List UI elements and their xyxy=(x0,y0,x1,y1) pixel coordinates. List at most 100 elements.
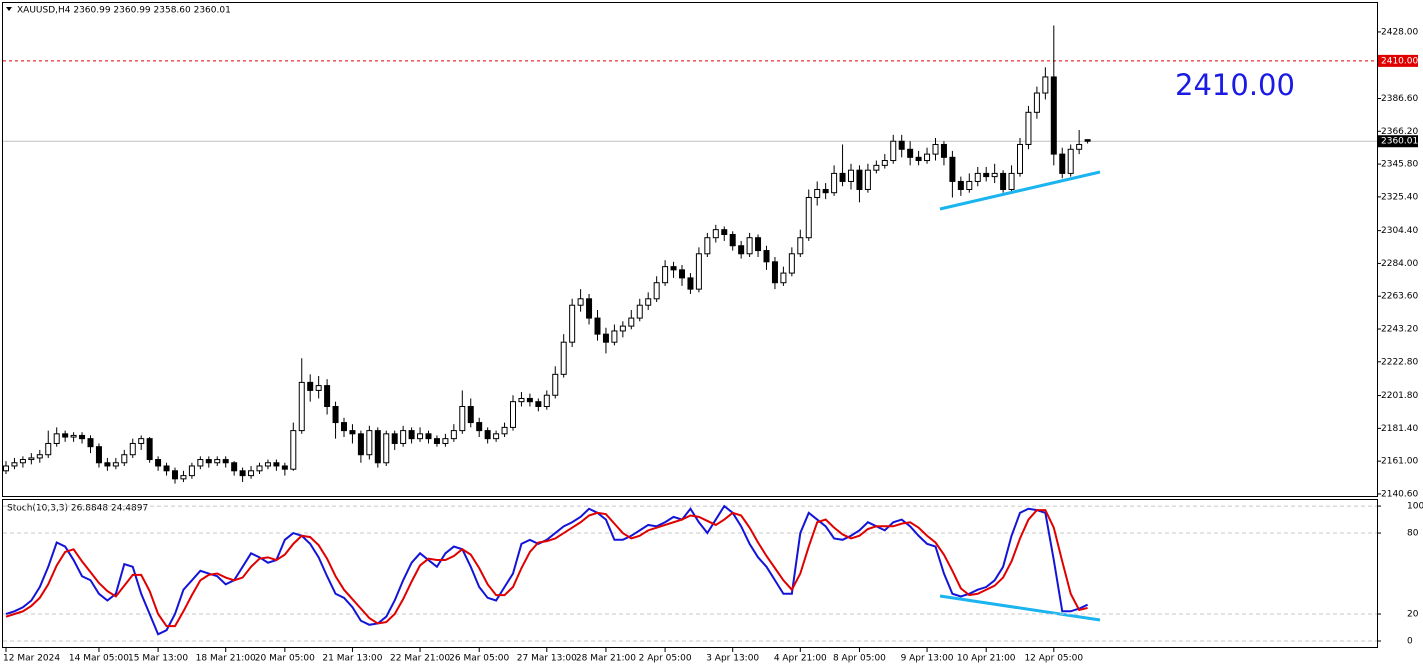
candle-body xyxy=(543,394,550,407)
candle-body xyxy=(332,405,339,424)
trend-line xyxy=(939,170,1101,211)
y-tick-label: 2304.40 xyxy=(1381,226,1418,236)
x-tick-label: 15 Mar 13:00 xyxy=(128,654,188,664)
candle-body xyxy=(628,317,635,327)
stoch-line xyxy=(5,504,1089,636)
candle-body xyxy=(459,405,466,432)
candle-body xyxy=(966,180,973,190)
candle-body xyxy=(256,465,263,472)
candle-body xyxy=(188,465,195,477)
y-tick-label: 2263.60 xyxy=(1381,292,1418,302)
candle-body xyxy=(780,272,787,284)
candle-body xyxy=(79,434,86,440)
candle-body xyxy=(433,438,440,444)
candle-body xyxy=(180,475,187,480)
candle-body xyxy=(839,172,846,182)
x-tick-label: 20 Mar 05:00 xyxy=(255,654,315,664)
candle-body xyxy=(924,153,931,162)
candle-body xyxy=(805,197,812,239)
candle-body xyxy=(273,462,280,467)
candle-body xyxy=(155,459,162,467)
y-tick-label: 2243.20 xyxy=(1381,325,1418,335)
candle-body xyxy=(129,442,136,456)
candle-body xyxy=(619,325,626,332)
candle-body xyxy=(1050,76,1057,155)
candle-body xyxy=(957,180,964,190)
candle-body xyxy=(755,237,762,252)
candle-body xyxy=(315,385,322,391)
candle-body xyxy=(104,462,111,467)
candle-body xyxy=(940,143,947,158)
candle-body xyxy=(222,459,229,464)
candle-body xyxy=(653,282,660,300)
y-tick-label: 80 xyxy=(1407,529,1419,539)
x-tick-label: 10 Apr 21:00 xyxy=(957,654,1016,664)
candle-body xyxy=(535,401,542,407)
candle-body xyxy=(1067,148,1074,174)
candle-body xyxy=(11,462,18,467)
candle-body xyxy=(864,169,871,190)
candle-body xyxy=(510,401,516,428)
candle-body xyxy=(771,261,778,284)
candle-body xyxy=(898,140,905,150)
candle-body xyxy=(197,459,204,467)
candle-body xyxy=(788,253,795,274)
candle-body xyxy=(695,253,702,290)
candle-body xyxy=(87,438,94,448)
x-tick-label: 4 Apr 21:00 xyxy=(774,654,827,664)
candle-body xyxy=(138,438,145,444)
candle-body xyxy=(1033,92,1040,113)
candle-body xyxy=(95,446,102,464)
candle-body xyxy=(586,298,593,319)
candle-body xyxy=(476,422,483,432)
candle-body xyxy=(391,433,398,444)
candle-body xyxy=(1076,143,1083,150)
candle-body xyxy=(983,172,990,178)
trend-line xyxy=(939,594,1101,622)
x-tick-label: 2 Apr 05:00 xyxy=(639,654,692,664)
y-tick-label: 20 xyxy=(1407,610,1419,620)
candle-body xyxy=(298,381,305,432)
candle-body xyxy=(408,430,415,440)
candle-body xyxy=(70,434,77,438)
candle-body xyxy=(163,465,170,472)
candle-body xyxy=(290,430,297,470)
candle-body xyxy=(239,470,246,477)
y-tick-label: 2284.00 xyxy=(1381,259,1418,269)
y-tick-label: 2345.80 xyxy=(1381,160,1418,170)
candle-body xyxy=(417,433,424,440)
candle-body xyxy=(28,457,35,461)
y-tick-label: 2366.20 xyxy=(1381,127,1418,137)
candle-body xyxy=(991,172,998,178)
candle-body xyxy=(974,172,981,182)
x-tick-label: 21 Mar 13:00 xyxy=(322,654,382,664)
candle-body xyxy=(324,385,331,407)
candle-body xyxy=(1008,172,1015,190)
candle-body xyxy=(307,381,314,391)
x-tick-label: 14 Mar 05:00 xyxy=(69,654,129,664)
candle-body xyxy=(687,277,694,290)
candle-body xyxy=(856,169,863,190)
candle-body xyxy=(62,433,69,438)
candle-body xyxy=(146,438,153,461)
candle-body xyxy=(1025,111,1032,145)
x-tick-label: 12 Apr 05:00 xyxy=(1024,654,1083,664)
y-tick-label: 2325.40 xyxy=(1381,192,1418,202)
y-tick-label: 100 xyxy=(1407,502,1423,512)
y-tick-label: 2428.00 xyxy=(1381,27,1418,37)
candle-body xyxy=(526,397,533,403)
candle-body xyxy=(467,405,474,424)
x-tick-label: 3 Apr 13:00 xyxy=(706,654,759,664)
candle-body xyxy=(670,266,677,271)
candle-body xyxy=(822,188,829,194)
candle-body xyxy=(611,330,618,343)
x-tick-label: 18 Mar 21:00 xyxy=(196,654,256,664)
candle-body xyxy=(1017,143,1023,174)
candle-body xyxy=(349,430,356,435)
y-tick-label: 2201.80 xyxy=(1381,391,1418,401)
candle-body xyxy=(501,426,508,435)
y-tick-label: 2181.40 xyxy=(1381,424,1418,434)
candle-body xyxy=(1042,76,1049,94)
price-label: 2360.01 xyxy=(1381,137,1418,147)
